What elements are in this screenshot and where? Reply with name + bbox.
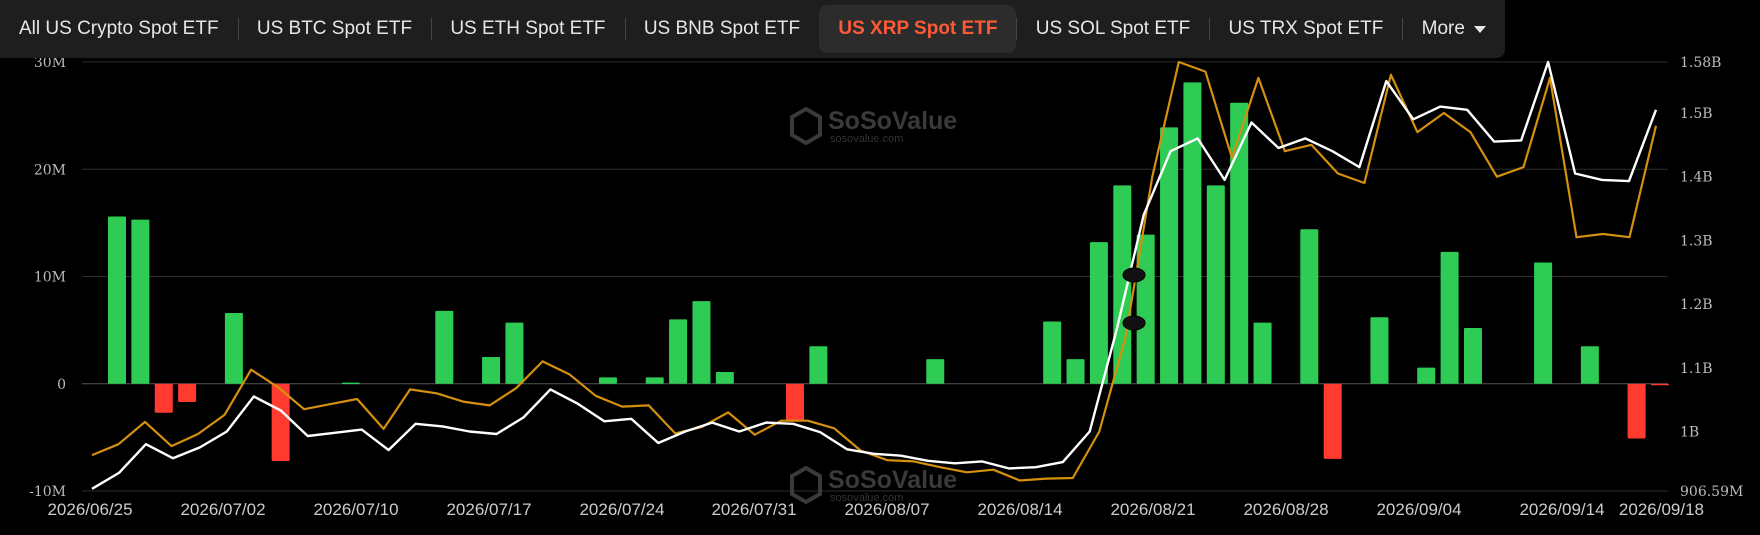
- outflow-bar: [1627, 383, 1646, 439]
- x-tick-label: 2026/07/17: [446, 500, 531, 519]
- series-marker: [1122, 315, 1146, 331]
- series-marker: [1122, 267, 1146, 283]
- logo-mark-icon: [790, 465, 822, 505]
- inflow-bar: [1440, 251, 1459, 384]
- left-tick-label: 20M: [34, 162, 66, 178]
- inflow-bar: [1534, 262, 1553, 384]
- x-tick-label: 2026/06/25: [47, 500, 132, 519]
- flow-bars: [108, 82, 1669, 461]
- inflow-bar: [809, 346, 828, 384]
- left-tick-label: 30M: [34, 55, 66, 71]
- tab-us-eth-spot-etf[interactable]: US ETH Spot ETF: [450, 18, 606, 39]
- inflow-bar: [108, 216, 126, 384]
- inflow-bar: [224, 312, 243, 384]
- inflow-bar: [1206, 185, 1225, 384]
- x-tick-label: 2026/08/21: [1110, 500, 1195, 519]
- x-tick-label: 2026/09/14: [1519, 500, 1604, 519]
- tab-us-bnb-spot-etf[interactable]: US BNB Spot ETF: [643, 18, 801, 39]
- x-tick-label: 2026/07/10: [313, 500, 398, 519]
- outflow-bar: [178, 383, 197, 402]
- x-tick-label: 2026/08/14: [977, 500, 1062, 519]
- inflow-bar: [645, 377, 664, 384]
- left-tick-label: 0: [57, 377, 66, 393]
- inflow-bar: [131, 219, 150, 384]
- inflow-bar: [598, 377, 617, 384]
- inflow-bar: [1089, 242, 1108, 384]
- inflow-bar: [1066, 359, 1085, 384]
- x-tick-label: 2026/07/02: [180, 500, 265, 519]
- right-tick-label: 1.2B: [1680, 297, 1713, 313]
- x-tick-label: 2026/09/18: [1619, 500, 1704, 519]
- x-tick-label: 2026/07/24: [579, 500, 664, 519]
- right-tick-label: 1B: [1680, 424, 1699, 440]
- inflow-bar: [715, 371, 734, 384]
- logo-mark-icon: [790, 106, 822, 146]
- right-tick-label: 906.59M: [1680, 484, 1743, 500]
- inflow-bar: [1043, 321, 1062, 384]
- inflow-bar: [1113, 185, 1132, 384]
- inflow-bar: [1160, 127, 1179, 384]
- inflow-bar: [1580, 346, 1599, 384]
- inflow-bar: [1370, 317, 1389, 384]
- watermark-url: sosovalue.com: [830, 133, 903, 145]
- right-tick-label: 1.3B: [1680, 233, 1713, 249]
- inflow-bar: [505, 322, 524, 384]
- tab-all-us-crypto-spot-etf[interactable]: All US Crypto Spot ETF: [19, 18, 219, 39]
- inflow-bar: [341, 382, 360, 385]
- right-tick-label: 1.58B: [1680, 55, 1721, 71]
- x-tick-label: 2026/09/04: [1376, 500, 1461, 519]
- watermarks: SoSoValuesosovalue.comSoSoValuesosovalue…: [790, 106, 957, 505]
- inflow-bar: [1463, 327, 1482, 384]
- outflow-bar: [1651, 383, 1669, 386]
- inflow-bar: [1183, 82, 1202, 384]
- x-tick-label: 2026/07/31: [711, 500, 796, 519]
- right-axis: 906.59M 1B 1.1B 1.2B 1.3B 1.4B 1.5B 1.58B: [1680, 55, 1743, 500]
- inflow-bar: [1253, 322, 1272, 384]
- outflow-bar: [1323, 383, 1342, 459]
- inflow-bar: [435, 310, 454, 384]
- right-tick-label: 1.1B: [1680, 361, 1713, 377]
- value-lines: [91, 60, 1658, 490]
- left-tick-label: 10M: [34, 270, 66, 286]
- orange-value-line: [91, 60, 1658, 482]
- series-markers: [1122, 267, 1146, 331]
- left-tick-label: -10M: [29, 484, 66, 500]
- inflow-bar: [1417, 367, 1436, 384]
- etf-tab-bar: All US Crypto Spot ETF US BTC Spot ETF US …: [0, 0, 1505, 58]
- x-tick-label: 2026/08/28: [1243, 500, 1328, 519]
- right-tick-label: 1.5B: [1680, 106, 1713, 122]
- chevron-down-icon: [1473, 25, 1486, 33]
- tab-us-sol-spot-etf[interactable]: US SOL Spot ETF: [1035, 18, 1191, 39]
- watermark-name: SoSoValue: [828, 107, 957, 135]
- right-tick-label: 1.4B: [1680, 170, 1713, 186]
- inflow-bar: [926, 359, 945, 384]
- white-value-line: [91, 60, 1658, 490]
- tab-us-trx-spot-etf[interactable]: US TRX Spot ETF: [1228, 18, 1384, 39]
- tab-us-xrp-spot-etf[interactable]: US XRP Spot ETF: [819, 5, 1017, 53]
- x-axis: 2026/06/25 2026/07/02 2026/07/10 2026/07/17…: [47, 500, 1704, 519]
- more-dropdown[interactable]: More: [1403, 5, 1505, 53]
- outflow-bar: [785, 383, 804, 422]
- left-axis: -10M 0 10M 20M 30M: [29, 55, 66, 500]
- watermark-url: sosovalue.com: [830, 492, 903, 504]
- inflow-bar: [669, 319, 688, 384]
- more-label: More: [1421, 18, 1465, 39]
- inflow-bar: [692, 301, 711, 384]
- x-tick-label: 2026/08/07: [844, 500, 929, 519]
- tab-us-btc-spot-etf[interactable]: US BTC Spot ETF: [256, 18, 413, 39]
- outflow-bar: [271, 383, 290, 461]
- inflow-bar: [1230, 102, 1249, 384]
- inflow-bar: [482, 356, 501, 384]
- watermark-name: SoSoValue: [828, 466, 957, 494]
- inflow-bar: [1300, 229, 1319, 384]
- outflow-bar: [154, 383, 173, 413]
